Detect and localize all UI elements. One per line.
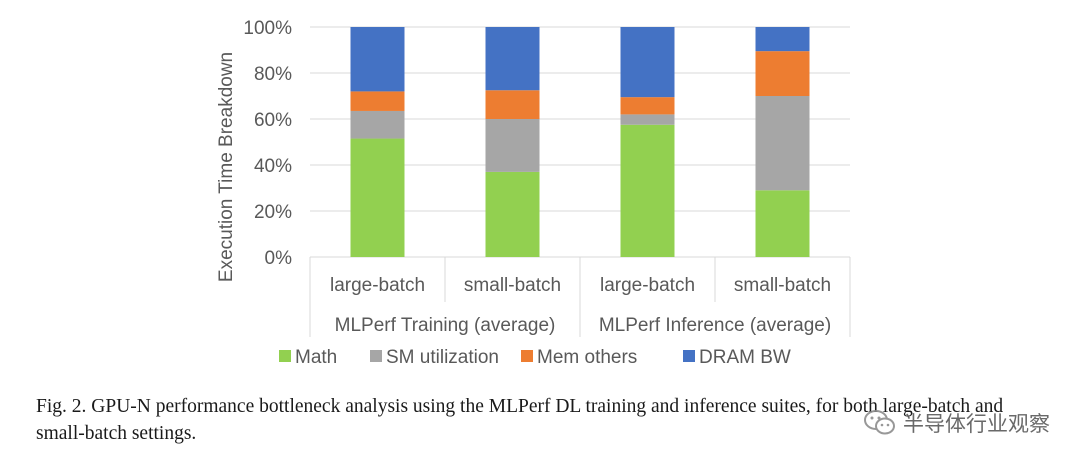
y-axis-title: Execution Time Breakdown xyxy=(216,52,237,282)
x-group-label: MLPerf Training (average) xyxy=(335,315,556,336)
y-tick-label: 60% xyxy=(254,110,292,131)
legend-swatch xyxy=(279,350,291,362)
bar-segment xyxy=(620,124,675,257)
bar-segment xyxy=(350,138,405,257)
bar-segment xyxy=(350,91,405,111)
y-tick-label: 100% xyxy=(243,18,292,39)
bar-segment xyxy=(620,97,675,115)
wechat-icon xyxy=(864,410,895,435)
legend-label: SM utilization xyxy=(386,347,499,368)
bar-segment xyxy=(350,27,405,92)
x-category-label: small-batch xyxy=(464,275,561,296)
bar-segment xyxy=(755,27,810,52)
x-category-label: small-batch xyxy=(734,275,831,296)
legend-swatch xyxy=(370,350,382,362)
x-category-label: large-batch xyxy=(600,275,695,296)
stacked-bar-chart: 0% 20% 40% 60% 80% 100% large-batch small-batch… xyxy=(216,18,851,368)
legend-label: Mem others xyxy=(537,347,637,368)
bar-segment xyxy=(620,114,675,125)
y-tick-label: 0% xyxy=(265,248,293,269)
x-group-label: MLPerf Inference (average) xyxy=(599,315,831,336)
y-tick-label: 20% xyxy=(254,202,292,223)
x-category-label: large-batch xyxy=(330,275,425,296)
chart: 0% 20% 40% 60% 80% 100% large-batch small-batch… xyxy=(216,18,851,368)
watermark: 半导体行业观察 xyxy=(863,408,1050,438)
bar-segment xyxy=(485,119,540,172)
bar-segment xyxy=(755,96,810,191)
bar-segment xyxy=(485,27,540,91)
bar-segment xyxy=(485,171,540,257)
y-tick-label: 80% xyxy=(254,64,292,85)
legend-swatch xyxy=(521,350,533,362)
bar-segment xyxy=(485,90,540,119)
legend-swatch xyxy=(683,350,695,362)
legend-label: DRAM BW xyxy=(699,347,791,368)
figure-caption: Fig. 2. GPU-N performance bottleneck ana… xyxy=(36,396,1004,444)
legend-label: Math xyxy=(295,347,337,368)
bar-segment xyxy=(755,190,810,257)
bar-segment xyxy=(350,110,405,139)
bar-segment xyxy=(620,27,675,98)
watermark-text: 半导体行业观察 xyxy=(903,412,1050,436)
bar-segment xyxy=(755,51,810,96)
y-tick-label: 40% xyxy=(254,156,292,177)
